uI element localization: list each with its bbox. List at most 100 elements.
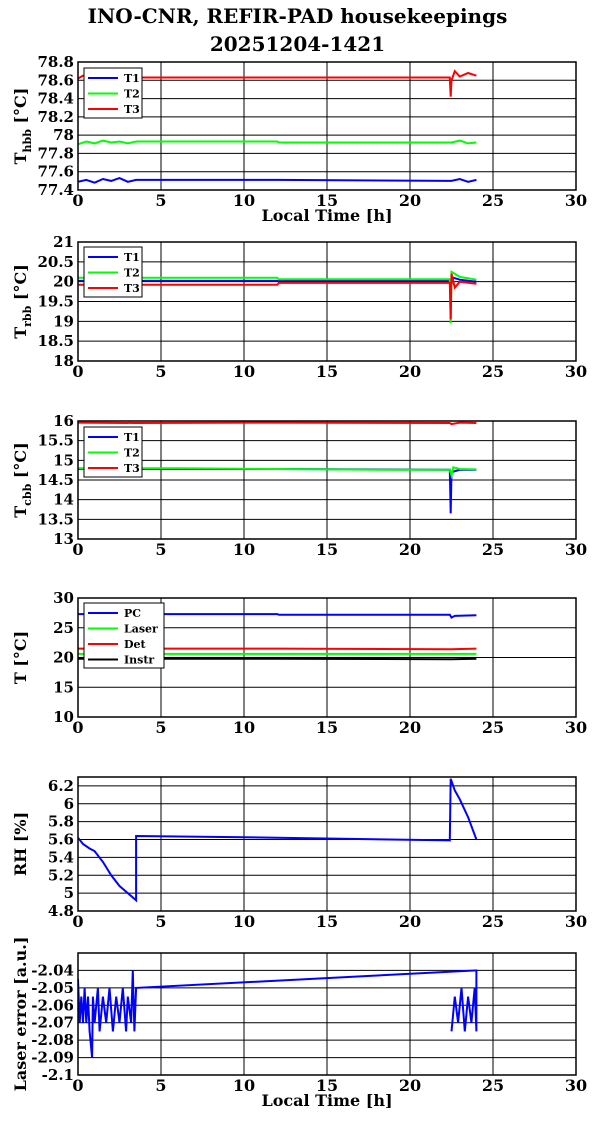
x-tick-label: 0 bbox=[72, 1076, 83, 1095]
y-tick-label: -2.04 bbox=[31, 961, 74, 979]
y-tick-label: -2.07 bbox=[31, 1014, 74, 1032]
x-tick-label: 30 bbox=[565, 362, 587, 381]
plot-frame bbox=[77, 597, 577, 718]
y-tick-label: 25 bbox=[53, 619, 74, 637]
legend: PC Laser Det Instr bbox=[83, 602, 165, 669]
x-tick-label: 5 bbox=[155, 191, 166, 210]
x-tick-label: 0 bbox=[72, 912, 83, 931]
y-tick-label: 21 bbox=[53, 233, 74, 251]
series-line-t3 bbox=[78, 421, 477, 426]
legend-label: T1 bbox=[124, 251, 140, 264]
y-tick-label: 5.6 bbox=[48, 831, 74, 849]
legend-label: T3 bbox=[124, 103, 140, 116]
y-tick-label: 13 bbox=[53, 530, 74, 548]
x-tick-label: 25 bbox=[482, 718, 504, 737]
y-axis-label: Laser error [a.u.] bbox=[11, 937, 30, 1092]
x-tick-label: 20 bbox=[399, 718, 421, 737]
chart-panel-4: 0 5 10 15 20 25 30 10 15 20 25 30 T [°C] PC Laser Det In… bbox=[11, 589, 587, 737]
y-tick-label: 20.5 bbox=[37, 253, 74, 271]
x-tick-label: 10 bbox=[233, 718, 255, 737]
x-tick-label: 20 bbox=[399, 362, 421, 381]
y-tick-label: 14 bbox=[53, 491, 74, 509]
x-tick-label: 10 bbox=[233, 912, 255, 931]
x-tick-label: 10 bbox=[233, 191, 255, 210]
x-tick-label: 0 bbox=[72, 191, 83, 210]
y-tick-label: 5.4 bbox=[48, 848, 74, 866]
x-tick-label: 20 bbox=[399, 912, 421, 931]
y-tick-label: -2.1 bbox=[42, 1066, 74, 1084]
x-axis-label: Local Time [h] bbox=[261, 206, 392, 225]
y-tick-label: -2.06 bbox=[31, 996, 74, 1014]
y-axis-label: T [°C] bbox=[11, 631, 30, 684]
y-tick-label: 78.4 bbox=[37, 90, 74, 108]
y-tick-label: 5 bbox=[64, 884, 74, 902]
y-tick-label: 14.5 bbox=[37, 471, 74, 489]
x-tick-label: 30 bbox=[565, 540, 587, 559]
y-tick-label: 30 bbox=[53, 589, 74, 607]
chart-panel-6: 0 5 10 15 20 25 30-2.1-2.09-2.08-2.07-2.06-2.0… bbox=[11, 937, 587, 1110]
series-line-t3 bbox=[78, 273, 477, 320]
y-tick-label: 19 bbox=[53, 312, 74, 330]
x-tick-label: 15 bbox=[316, 540, 338, 559]
chart-panel-1: 0 5 10 15 20 25 30 77.477.677.87878.278.478.678… bbox=[11, 53, 587, 225]
legend-label: T1 bbox=[124, 72, 140, 85]
legend-label: Instr bbox=[124, 654, 154, 667]
y-tick-label: 18 bbox=[53, 352, 74, 370]
y-tick-label: 20 bbox=[53, 273, 74, 291]
x-tick-label: 0 bbox=[72, 718, 83, 737]
y-tick-label: 78.2 bbox=[37, 108, 74, 126]
legend: T1 T2 T3 bbox=[83, 67, 143, 119]
plot-frame bbox=[77, 420, 577, 540]
y-tick-label: 18.5 bbox=[37, 332, 74, 350]
y-tick-label: 6 bbox=[64, 795, 74, 813]
y-tick-label: 10 bbox=[53, 708, 74, 726]
x-tick-label: 5 bbox=[155, 540, 166, 559]
series-line-t1 bbox=[78, 177, 477, 184]
y-tick-label: 78.6 bbox=[37, 71, 74, 89]
x-tick-label: 5 bbox=[155, 362, 166, 381]
series-line-1 bbox=[78, 778, 478, 903]
y-axis-label: RH [%] bbox=[11, 812, 30, 876]
legend: T1 T2 T3 bbox=[83, 246, 143, 298]
x-tick-label: 30 bbox=[565, 912, 587, 931]
x-tick-label: 30 bbox=[565, 1076, 587, 1095]
plot-frame bbox=[77, 61, 577, 191]
legend-label: Laser bbox=[124, 623, 158, 636]
y-tick-label: 5.2 bbox=[48, 866, 74, 884]
y-tick-label: 77.6 bbox=[37, 163, 74, 181]
y-tick-label: 6.2 bbox=[48, 777, 74, 795]
legend: T1 T2 T3 bbox=[83, 426, 143, 478]
y-tick-label: 77.8 bbox=[37, 144, 74, 162]
legend-label: PC bbox=[124, 607, 141, 620]
y-tick-label: 16 bbox=[53, 412, 74, 430]
series-line-1 bbox=[78, 969, 478, 1058]
x-tick-label: 25 bbox=[482, 1076, 504, 1095]
x-tick-label: 25 bbox=[482, 540, 504, 559]
legend-label: T2 bbox=[124, 88, 140, 101]
x-tick-label: 30 bbox=[565, 718, 587, 737]
chart-title-line-1: INO-CNR, REFIR-PAD housekeepings bbox=[87, 4, 508, 28]
x-tick-label: 20 bbox=[399, 1076, 421, 1095]
series-line-t2 bbox=[78, 139, 477, 146]
y-tick-label: 15.5 bbox=[37, 432, 74, 450]
plot-frame bbox=[77, 952, 577, 1076]
y-tick-label: 13.5 bbox=[37, 510, 74, 528]
series-line-pc bbox=[78, 613, 477, 619]
x-tick-label: 30 bbox=[565, 191, 587, 210]
x-tick-label: 25 bbox=[482, 362, 504, 381]
y-tick-label: -2.09 bbox=[31, 1049, 74, 1067]
legend-label: T3 bbox=[124, 282, 140, 295]
series-line-instr bbox=[78, 657, 477, 661]
legend-label: T3 bbox=[124, 462, 140, 475]
y-axis-label: Thbb [°C] bbox=[11, 88, 34, 165]
y-tick-label: -2.08 bbox=[31, 1031, 74, 1049]
legend-label: T2 bbox=[124, 447, 140, 460]
y-tick-label: 20 bbox=[53, 649, 74, 667]
y-tick-label: 19.5 bbox=[37, 293, 74, 311]
y-tick-label: 15 bbox=[53, 678, 74, 696]
x-tick-label: 10 bbox=[233, 1076, 255, 1095]
y-tick-label: 78 bbox=[53, 126, 74, 144]
plot-frame bbox=[77, 241, 577, 362]
